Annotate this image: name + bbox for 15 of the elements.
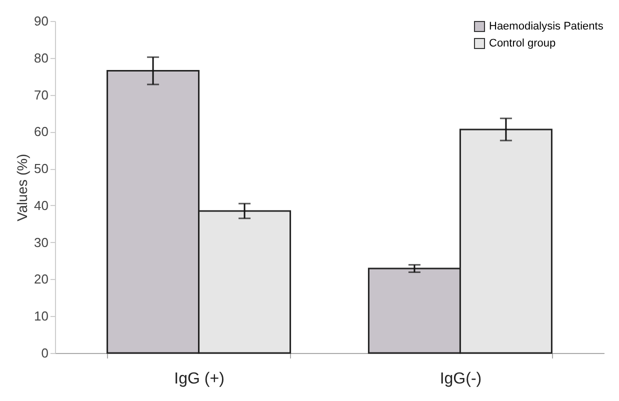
legend-label: Haemodialysis Patients	[489, 20, 604, 32]
y-tick-label: 60	[34, 124, 48, 140]
legend-label: Control group	[489, 38, 556, 50]
y-tick-label: 70	[34, 87, 48, 102]
x-tick-label: IgG (+)	[174, 370, 224, 388]
y-tick-label: 10	[34, 308, 48, 324]
y-axis-title: Values (%)	[14, 154, 30, 222]
y-tick-label: 50	[34, 161, 48, 176]
y-tick-label: 0	[41, 346, 48, 360]
x-tick-label: IgG(-)	[440, 370, 482, 388]
y-tick-label: 30	[34, 234, 48, 250]
y-tick-label: 90	[34, 14, 48, 28]
y-tick-label: 40	[34, 198, 48, 213]
y-tick-label: 80	[34, 50, 48, 66]
y-tick-label: 20	[34, 272, 48, 287]
